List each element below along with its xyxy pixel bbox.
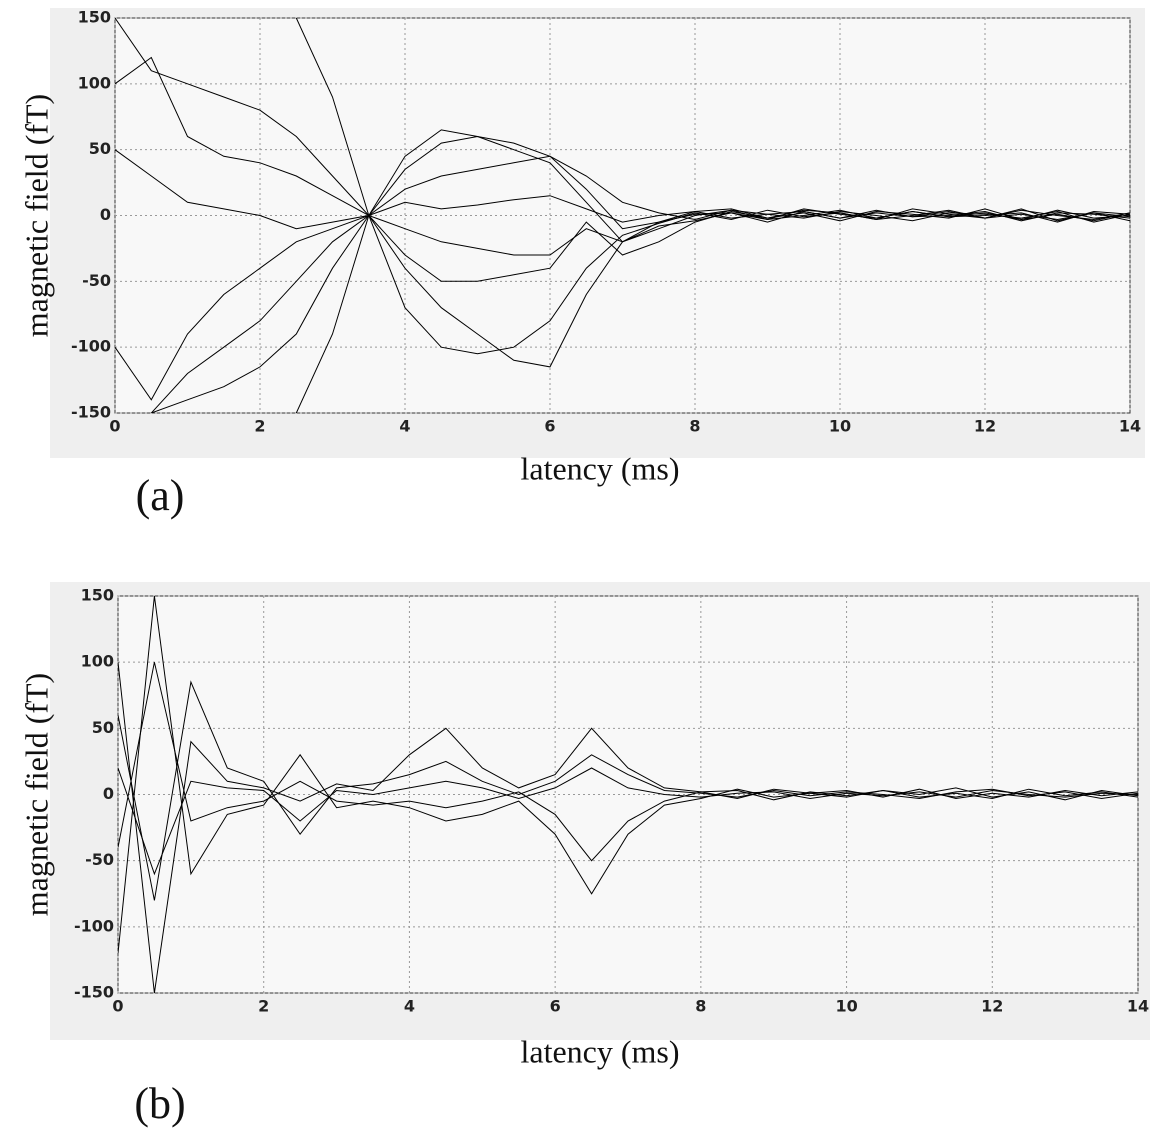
x-tick-label: 4 (404, 997, 415, 1016)
x-axis-label: latency (ms) (520, 1033, 679, 1069)
x-tick-label: 0 (109, 417, 120, 436)
trace (115, 18, 1130, 282)
trace (115, 209, 1130, 401)
y-tick-label: 100 (81, 652, 114, 671)
trace (115, 56, 1130, 223)
panel-label: (b) (134, 1079, 185, 1128)
y-tick-label: -100 (71, 337, 111, 356)
trace (118, 680, 1138, 901)
panel: 0 2 4 6 8 10 12 14 -150 -100 -50 0 50 100 150 latency (… (18, 582, 1150, 1128)
y-tick-label: 0 (103, 784, 114, 803)
traces (115, 18, 1130, 413)
y-tick-label: -50 (85, 850, 114, 869)
y-axis-label: magnetic field (fT) (18, 673, 54, 916)
trace (118, 767, 1138, 876)
x-tick-label: 6 (544, 417, 555, 436)
x-tick-label: 0 (112, 997, 123, 1016)
x-tick-label: 4 (399, 417, 410, 436)
y-tick-label: 100 (78, 73, 111, 92)
x-tick-label: 8 (689, 417, 700, 436)
x-tick-label: 14 (1119, 417, 1141, 436)
y-tick-label: 50 (89, 139, 111, 158)
x-tick-label: 10 (829, 417, 851, 436)
trace (118, 596, 1138, 954)
y-tick-label: -150 (74, 983, 114, 1002)
x-tick-label: 12 (981, 997, 1003, 1016)
panel-label: (a) (136, 471, 185, 520)
y-tick-label: 150 (81, 586, 114, 605)
x-axis-label: latency (ms) (520, 450, 679, 486)
x-tick-label: 12 (974, 417, 996, 436)
y-tick-label: -50 (82, 271, 111, 290)
x-tick-label: 10 (835, 997, 857, 1016)
y-tick-label: 50 (92, 718, 114, 737)
y-tick-label: 150 (78, 8, 111, 27)
x-tick-label: 6 (550, 997, 561, 1016)
trace (115, 149, 1130, 355)
y-axis-label: magnetic field (fT) (18, 94, 54, 337)
y-tick-label: -150 (71, 403, 111, 422)
y-tick-label: 0 (100, 205, 111, 224)
traces (118, 596, 1138, 993)
y-tick-label: -100 (74, 916, 114, 935)
x-tick-label: 14 (1127, 997, 1149, 1016)
x-tick-label: 2 (258, 997, 269, 1016)
x-tick-label: 8 (695, 997, 706, 1016)
x-tick-label: 2 (254, 417, 265, 436)
panel: 0 2 4 6 8 10 12 14 -150 -100 -50 0 50 100 150 latency (… (18, 8, 1145, 520)
